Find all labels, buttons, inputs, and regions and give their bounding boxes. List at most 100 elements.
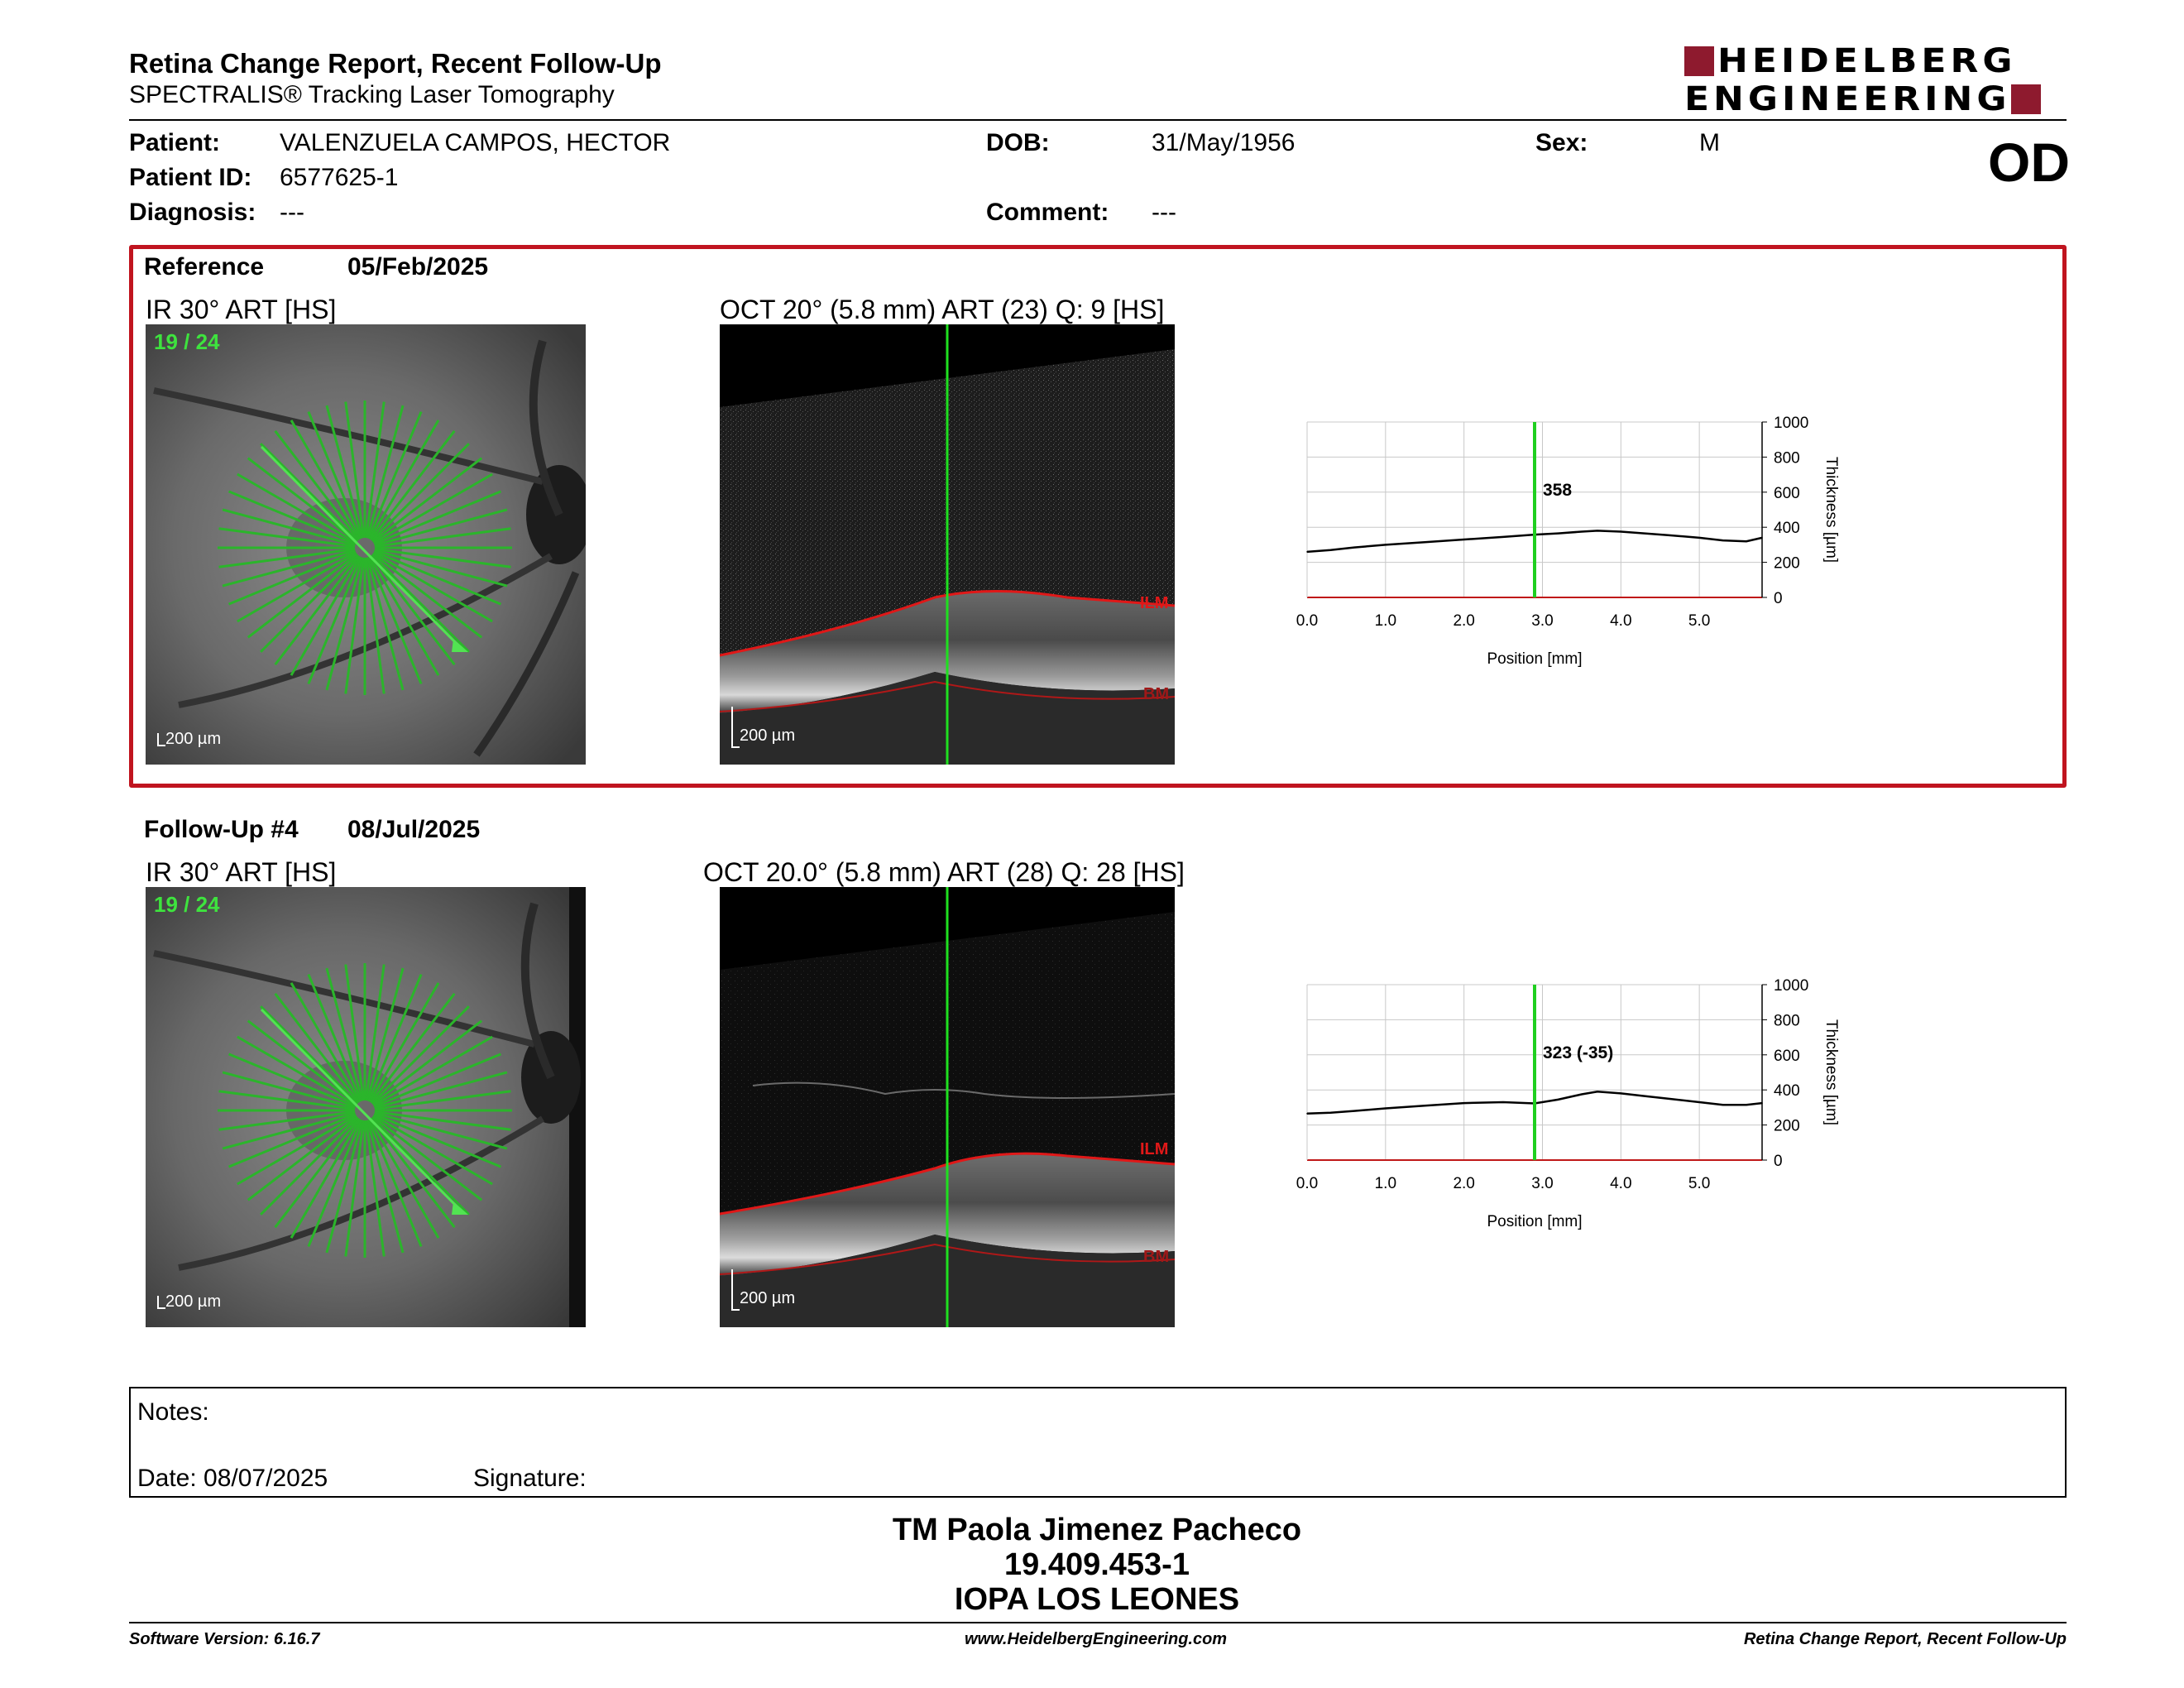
- notes-date: Date: 08/07/2025: [137, 1465, 328, 1492]
- scan-line: [366, 405, 405, 539]
- x-tick-label: 3.0: [1531, 1175, 1553, 1192]
- thickness-point: [1698, 1101, 1700, 1103]
- scan-line: [222, 1071, 356, 1110]
- y-axis-label: Thickness [µm]: [1822, 457, 1840, 563]
- scan-line: [307, 556, 362, 685]
- thickness-point: [1597, 1091, 1598, 1093]
- website-link[interactable]: www.HeidelbergEngineering.com: [965, 1630, 1228, 1648]
- patient-id: 6577625-1: [280, 164, 399, 191]
- scan-line: [373, 1113, 502, 1168]
- scan-line: [374, 1071, 508, 1110]
- notes-box[interactable]: Notes: Date: 08/07/2025 Signature:: [129, 1387, 2067, 1498]
- thickness-point: [1746, 1104, 1747, 1106]
- signer-name: TM Paola Jimenez Pacheco: [892, 1513, 1302, 1547]
- scan-line: [222, 508, 356, 547]
- scan-line: [371, 1116, 470, 1216]
- followup-label: Follow-Up #4: [144, 816, 299, 843]
- y-tick-label: 1000: [1774, 977, 1808, 995]
- scan-line: [371, 1005, 470, 1105]
- followup-fundus-image[interactable]: 19 / 24 200 µm: [146, 887, 586, 1327]
- scan-line: [247, 457, 358, 543]
- followup-oct-image[interactable]: ILM BM 200 µm: [720, 887, 1175, 1327]
- followup-thickness-chart: 0 200 400 600 800 1000 0.0 1.0 2.0 3.0 4.0 5.0 Posit…: [1291, 968, 1853, 1241]
- thickness-point: [1557, 532, 1559, 535]
- followup-date: 08/Jul/2025: [347, 816, 481, 843]
- logo-line2: ENGINEERING: [1684, 79, 2011, 118]
- x-tick-label: 3.0: [1531, 612, 1553, 630]
- scan-line: [307, 973, 362, 1102]
- scan-line: [374, 527, 511, 548]
- scale-bar-icon: [157, 1296, 165, 1309]
- scan-line: [325, 967, 364, 1101]
- scan-line: [247, 1019, 358, 1105]
- thickness-point: [1502, 536, 1504, 538]
- x-tick-label: 4.0: [1610, 612, 1631, 630]
- scan-line: [367, 973, 423, 1102]
- scan-line: [307, 1119, 362, 1248]
- thickness-point: [1761, 537, 1763, 539]
- thickness-point: [1353, 546, 1355, 549]
- scan-line: [371, 1115, 483, 1201]
- thickness-point: [1557, 1099, 1559, 1101]
- scan-line: [366, 1120, 405, 1254]
- scan-line: [218, 548, 356, 568]
- scan-line: [290, 555, 362, 676]
- scan-line: [222, 549, 356, 587]
- thickness-point: [1581, 1093, 1583, 1096]
- x-tick-label: 5.0: [1688, 612, 1710, 630]
- thickness-point: [1643, 1095, 1645, 1097]
- x-tick-label: 2.0: [1453, 1175, 1474, 1192]
- reference-ir-caption: IR 30° ART [HS]: [146, 295, 337, 324]
- logo-square-icon: [1684, 46, 1714, 76]
- reference-fundus-image[interactable]: 19 / 24 200 µm: [146, 324, 586, 765]
- followup-thickness-chart-svg: 0 200 400 600 800 1000 0.0 1.0 2.0 3.0 4.0 5.0 Posit…: [1296, 977, 1840, 1230]
- reference-label: Reference: [144, 253, 265, 281]
- reference-oct-scale: 200 µm: [740, 727, 796, 745]
- scan-line: [247, 553, 358, 639]
- scan-line: [367, 556, 423, 685]
- thickness-line: [1306, 530, 1763, 554]
- reference-thickness-chart-svg: 0 200 400 600 800 1000 0.0 1.0 2.0 3.0 4.0 5.0 Posit…: [1296, 415, 1840, 668]
- scan-line: [260, 554, 359, 653]
- footer-report-name: Retina Change Report, Recent Follow-Up: [1743, 1630, 2067, 1648]
- scan-line: [374, 508, 508, 547]
- thickness-point: [1746, 540, 1747, 542]
- logo-square-icon: [2010, 84, 2041, 114]
- scan-line: [368, 1118, 440, 1239]
- signer-id: 19.409.453-1: [1004, 1547, 1190, 1582]
- scan-line: [218, 527, 356, 548]
- scan-line: [371, 554, 470, 653]
- x-tick-label: 1.0: [1375, 612, 1396, 630]
- thickness-point: [1698, 537, 1700, 539]
- scan-line: [260, 443, 359, 542]
- y-tick-label: 200: [1774, 555, 1800, 573]
- thickness-point: [1353, 1110, 1355, 1112]
- reference-ilm-label: ILM: [1140, 594, 1169, 612]
- scan-line: [344, 1120, 365, 1257]
- thickness-point: [1667, 534, 1669, 536]
- scan-line: [373, 1053, 502, 1108]
- x-axis-label: Position [mm]: [1487, 1213, 1582, 1230]
- x-tick-label: 2.0: [1453, 612, 1474, 630]
- scan-line: [374, 548, 511, 568]
- x-tick-label: 0.0: [1296, 612, 1318, 630]
- thickness-point: [1502, 1101, 1504, 1103]
- scan-line: [307, 410, 362, 539]
- scan-line: [237, 472, 357, 544]
- scan-line: [368, 420, 440, 540]
- y-tick-label: 400: [1774, 1082, 1800, 1100]
- scan-line: [371, 443, 470, 542]
- followup-scan-index: 19 / 24: [154, 892, 220, 917]
- x-tick-label: 5.0: [1688, 1175, 1710, 1192]
- scan-line: [372, 1035, 493, 1107]
- thickness-point: [1329, 549, 1332, 551]
- scan-line: [373, 550, 502, 606]
- scan-line: [290, 1118, 362, 1239]
- reference-oct-caption: OCT 20° (5.8 mm) ART (23) Q: 9 [HS]: [720, 295, 1165, 324]
- reference-oct-image[interactable]: ILM BM 200 µm: [720, 324, 1175, 765]
- reference-bm-label: BM: [1143, 685, 1170, 703]
- thickness-point: [1761, 1102, 1763, 1104]
- scan-line: [367, 1119, 423, 1248]
- y-tick-label: 200: [1774, 1118, 1800, 1135]
- thickness-point: [1643, 532, 1645, 535]
